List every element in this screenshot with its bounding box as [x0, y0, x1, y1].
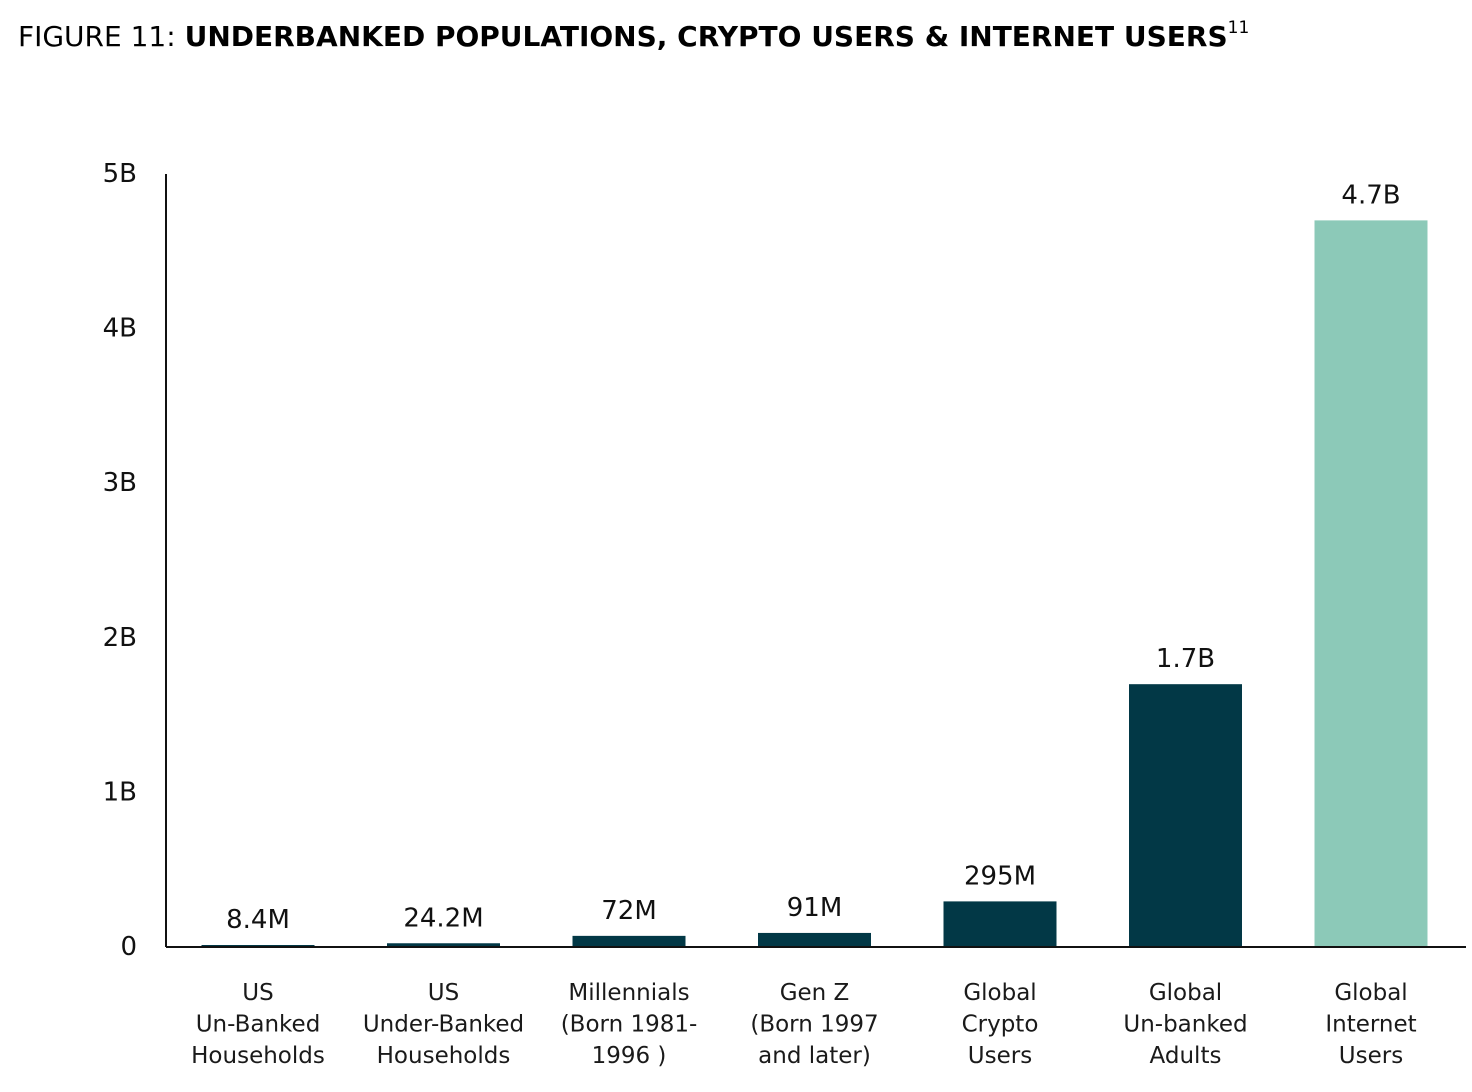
category-label-line: US — [428, 980, 459, 1006]
y-tick-label-0: 0 — [120, 932, 137, 962]
y-tick-label-5b: 5B — [103, 159, 137, 189]
data-label-global-internet-users: 4.7B — [1341, 180, 1400, 210]
category-label-line: (Born 1997 — [750, 1012, 878, 1038]
category-label-line: Users — [968, 1043, 1032, 1069]
y-tick-label-1b: 1B — [103, 777, 137, 807]
category-label-global-un-banked-adults: Global Un-banked Adults — [1123, 980, 1247, 1069]
data-label-global-un-banked-adults: 1.7B — [1156, 644, 1215, 674]
data-label-gen-z-born-1997-and-later: 91M — [787, 893, 843, 923]
category-label-line: Un-banked — [1123, 1012, 1247, 1038]
figure-title: UNDERBANKED POPULATIONS, CRYPTO USERS & … — [184, 20, 1228, 53]
category-label-line: 1996 ) — [592, 1043, 667, 1069]
category-label-line: Crypto — [962, 1012, 1039, 1038]
category-label-us-un-banked-households: US Un-Banked Households — [191, 980, 325, 1069]
category-label-global-crypto-users: Global Crypto Users — [962, 980, 1039, 1069]
bar-global-crypto-users — [943, 901, 1057, 947]
bar-gen-z-born-1997-and-later — [758, 932, 871, 947]
category-label-line: Un-Banked — [196, 1012, 321, 1038]
category-label-global-internet-users: Global Internet Users — [1325, 980, 1416, 1069]
category-label-line: Gen Z — [780, 980, 850, 1006]
y-tick-label-2b: 2B — [103, 623, 137, 653]
category-label-line: (Born 1981- — [561, 1012, 698, 1038]
figure-heading: FIGURE 11: UNDERBANKED POPULATIONS, CRYP… — [18, 18, 1249, 56]
y-tick-label-4b: 4B — [103, 314, 137, 344]
footnote-marker: 11 — [1227, 18, 1250, 38]
data-label-millennials-born-1981-1996: 72M — [601, 896, 657, 926]
category-label-line: Global — [1149, 980, 1222, 1006]
category-label-line: and later) — [758, 1043, 871, 1069]
category-label-millennials-born-1981-1996: Millennials (Born 1981- 1996 ) — [561, 980, 698, 1069]
bar-millennials-born-1981-1996 — [572, 935, 686, 947]
category-label-line: Internet — [1325, 1012, 1416, 1038]
category-label-line: Global — [963, 980, 1036, 1006]
category-labels: US Un-Banked Households US Under-Banked House… — [191, 980, 1417, 1069]
category-label-line: US — [242, 980, 273, 1006]
category-label-line: Under-Banked — [363, 1012, 524, 1038]
figure-number: FIGURE 11: — [18, 20, 185, 53]
data-label-us-un-banked-households: 8.4M — [226, 905, 290, 935]
category-label-gen-z-born-1997-and-later: Gen Z (Born 1997 and later) — [750, 980, 878, 1069]
category-label-line: Users — [1339, 1043, 1403, 1069]
data-label-us-under-banked-households: 24.2M — [403, 903, 483, 933]
category-label-us-under-banked-households: US Under-Banked Households — [363, 980, 524, 1069]
data-labels: 8.4M 24.2M 72M 91M 295M 1.7B 4.7B — [226, 180, 1400, 935]
y-tick-label-3b: 3B — [103, 468, 137, 498]
bar-global-internet-users — [1314, 220, 1428, 947]
category-label-line: Millennials — [568, 980, 689, 1006]
bars — [201, 220, 1428, 947]
category-label-line: Adults — [1150, 1043, 1222, 1069]
category-label-line: Households — [377, 1043, 511, 1069]
category-label-line: Global — [1334, 980, 1407, 1006]
y-axis-tick-labels: 0 1B 2B 3B 4B 5B — [103, 159, 137, 962]
data-label-global-crypto-users: 295M — [964, 861, 1036, 891]
category-label-line: Households — [191, 1043, 325, 1069]
bar-us-under-banked-households — [387, 943, 500, 947]
bar-global-un-banked-adults — [1129, 684, 1242, 947]
